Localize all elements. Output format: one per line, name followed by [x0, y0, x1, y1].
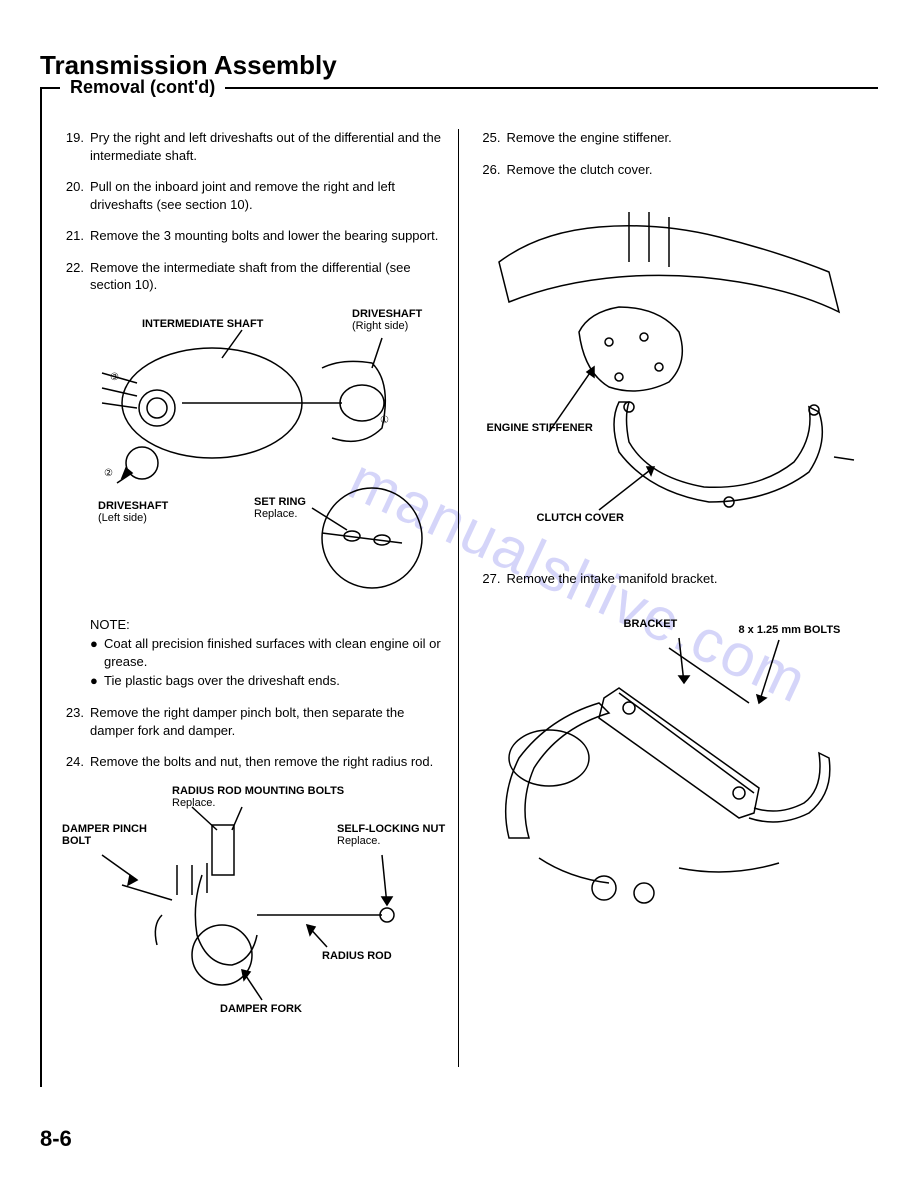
- diagram-icon: ② ③ ①: [62, 308, 442, 598]
- diagram-icon: [479, 618, 859, 948]
- step-text: Pull on the inboard joint and remove the…: [90, 178, 442, 213]
- right-column: 25. Remove the engine stiffener. 26. Rem…: [479, 129, 859, 1067]
- bullet-icon: ●: [90, 672, 104, 690]
- step-number: 21.: [62, 227, 90, 245]
- step-text: Remove the right damper pinch bolt, then…: [90, 704, 442, 739]
- columns: 19. Pry the right and left driveshafts o…: [62, 129, 858, 1067]
- step-number: 20.: [62, 178, 90, 213]
- bullet-text: Tie plastic bags over the driveshaft end…: [104, 672, 340, 690]
- step-text: Remove the intermediate shaft from the d…: [90, 259, 442, 294]
- step-26: 26. Remove the clutch cover.: [479, 161, 859, 179]
- step-20: 20. Pull on the inboard joint and remove…: [62, 178, 442, 213]
- step-text: Remove the engine stiffener.: [507, 129, 859, 147]
- step-22: 22. Remove the intermediate shaft from t…: [62, 259, 442, 294]
- step-27: 27. Remove the intake manifold bracket.: [479, 570, 859, 588]
- step-21: 21. Remove the 3 mounting bolts and lowe…: [62, 227, 442, 245]
- step-number: 26.: [479, 161, 507, 179]
- bullet-text: Coat all precision finished surfaces wit…: [104, 635, 442, 670]
- figure-bracket: BRACKET 8 x 1.25 mm BOLTS: [479, 618, 859, 948]
- figure-clutch-cover: ENGINE STIFFENER CLUTCH COVER: [479, 192, 859, 552]
- step-19: 19. Pry the right and left driveshafts o…: [62, 129, 442, 164]
- step-text: Pry the right and left driveshafts out o…: [90, 129, 442, 164]
- step-number: 24.: [62, 753, 90, 771]
- svg-text:②: ②: [104, 468, 113, 479]
- note-block: NOTE: ● Coat all precision finished surf…: [90, 616, 442, 690]
- figure-driveshaft: INTERMEDIATE SHAFT DRIVESHAFT (Right sid…: [62, 308, 442, 598]
- diagram-icon: [62, 785, 442, 1025]
- note-bullet: ● Tie plastic bags over the driveshaft e…: [90, 672, 442, 690]
- note-title: NOTE:: [90, 616, 442, 634]
- step-text: Remove the clutch cover.: [507, 161, 859, 179]
- step-text: Remove the intake manifold bracket.: [507, 570, 859, 588]
- left-column: 19. Pry the right and left driveshafts o…: [62, 129, 459, 1067]
- step-25: 25. Remove the engine stiffener.: [479, 129, 859, 147]
- bullet-icon: ●: [90, 635, 104, 670]
- note-bullet: ● Coat all precision finished surfaces w…: [90, 635, 442, 670]
- diagram-icon: [479, 192, 859, 552]
- page-number: 8-6: [40, 1126, 72, 1152]
- section-title: Removal (cont'd): [60, 77, 225, 98]
- step-number: 23.: [62, 704, 90, 739]
- step-24: 24. Remove the bolts and nut, then remov…: [62, 753, 442, 771]
- step-text: Remove the 3 mounting bolts and lower th…: [90, 227, 442, 245]
- svg-text:①: ①: [380, 415, 389, 426]
- step-text: Remove the bolts and nut, then remove th…: [90, 753, 442, 771]
- figure-radius-rod: RADIUS ROD MOUNTING BOLTS Replace. DAMPE…: [62, 785, 442, 1025]
- step-number: 27.: [479, 570, 507, 588]
- section-frame: Removal (cont'd) 19. Pry the right and l…: [40, 87, 878, 1087]
- step-23: 23. Remove the right damper pinch bolt, …: [62, 704, 442, 739]
- step-number: 25.: [479, 129, 507, 147]
- step-number: 22.: [62, 259, 90, 294]
- step-number: 19.: [62, 129, 90, 164]
- svg-text:③: ③: [110, 372, 119, 383]
